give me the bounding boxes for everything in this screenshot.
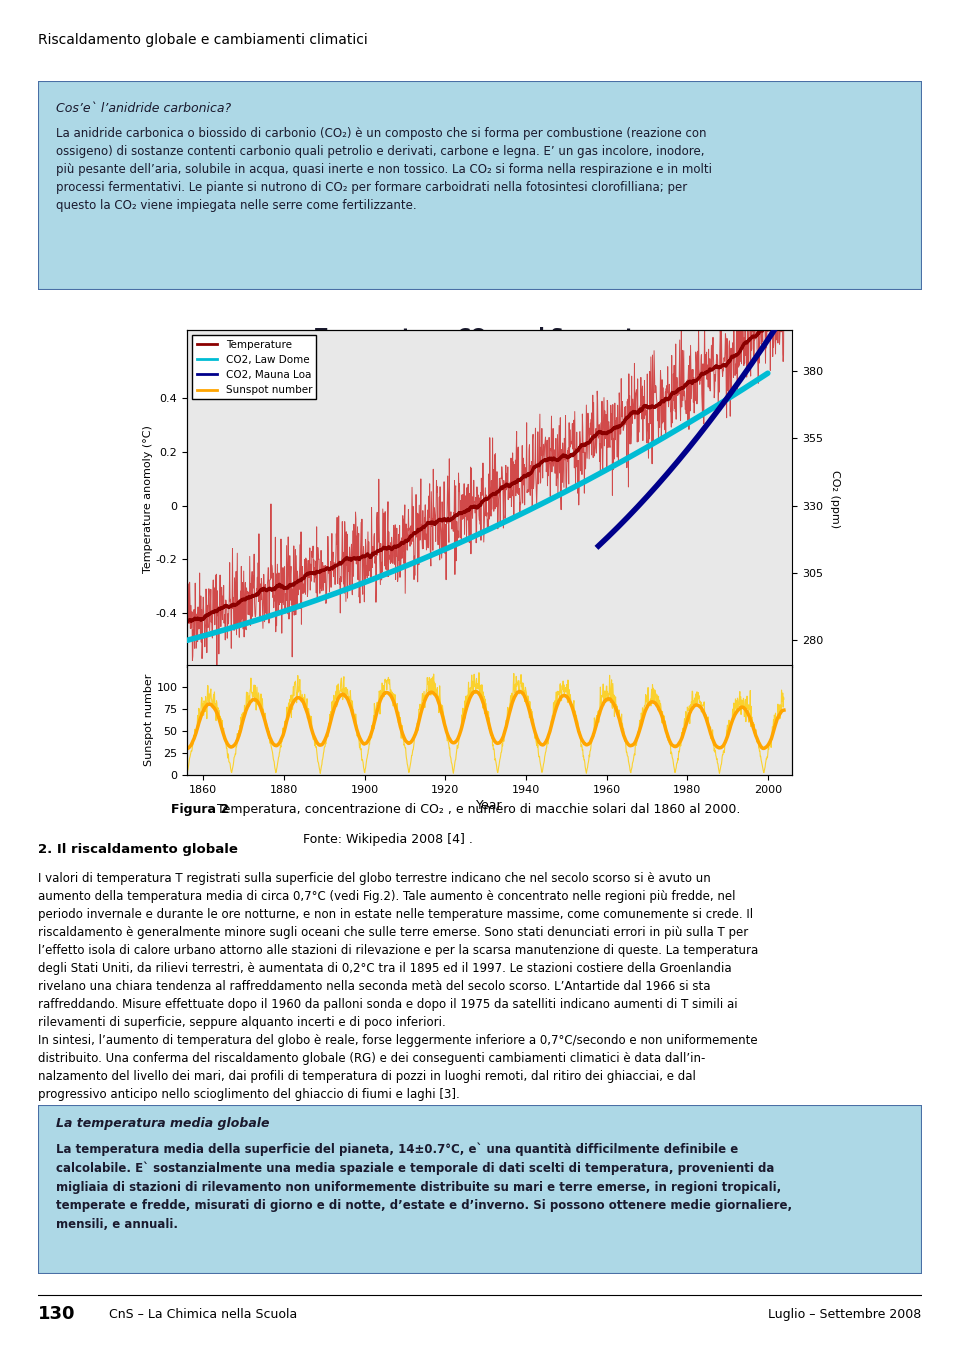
Text: Figura 2: Figura 2 <box>171 802 229 816</box>
Text: La temperatura media globale: La temperatura media globale <box>56 1117 270 1130</box>
FancyBboxPatch shape <box>38 81 922 290</box>
Text: Temperature, CO₂, and Sunspots: Temperature, CO₂, and Sunspots <box>315 326 645 345</box>
Legend: Temperature, CO2, Law Dome, CO2, Mauna Loa, Sunspot number: Temperature, CO2, Law Dome, CO2, Mauna L… <box>192 336 317 399</box>
Y-axis label: CO₂ (ppm): CO₂ (ppm) <box>829 469 840 528</box>
Text: Luglio – Settembre 2008: Luglio – Settembre 2008 <box>768 1308 922 1321</box>
Text: Cos’e` l’anidride carbonica?: Cos’e` l’anidride carbonica? <box>56 101 231 115</box>
Text: Fonte: Wikipedia 2008 [4] .: Fonte: Wikipedia 2008 [4] . <box>303 833 473 845</box>
Text: Riscaldamento globale e cambiamenti climatici: Riscaldamento globale e cambiamenti clim… <box>38 34 368 47</box>
Text: 2. Il riscaldamento globale: 2. Il riscaldamento globale <box>38 842 238 856</box>
X-axis label: Year: Year <box>476 799 503 811</box>
Text: 130: 130 <box>38 1305 76 1324</box>
FancyBboxPatch shape <box>38 1105 922 1274</box>
Text: La temperatura media della superficie del pianeta, 14±0.7°C, e` una quantità dif: La temperatura media della superficie de… <box>56 1143 792 1231</box>
Y-axis label: Temperature anomoly (°C): Temperature anomoly (°C) <box>143 425 153 573</box>
Text: . Temperatura, concentrazione di CO₂ , e numero di macchie solari dal 1860 al 20: . Temperatura, concentrazione di CO₂ , e… <box>209 802 740 816</box>
Text: I valori di temperatura T registrati sulla superficie del globo terrestre indica: I valori di temperatura T registrati sul… <box>38 872 758 1101</box>
Y-axis label: Sunspot number: Sunspot number <box>144 674 154 766</box>
Text: La anidride carbonica o biossido di carbonio (CO₂) è un composto che si forma pe: La anidride carbonica o biossido di carb… <box>56 127 712 212</box>
Text: CnS – La Chimica nella Scuola: CnS – La Chimica nella Scuola <box>109 1308 298 1321</box>
